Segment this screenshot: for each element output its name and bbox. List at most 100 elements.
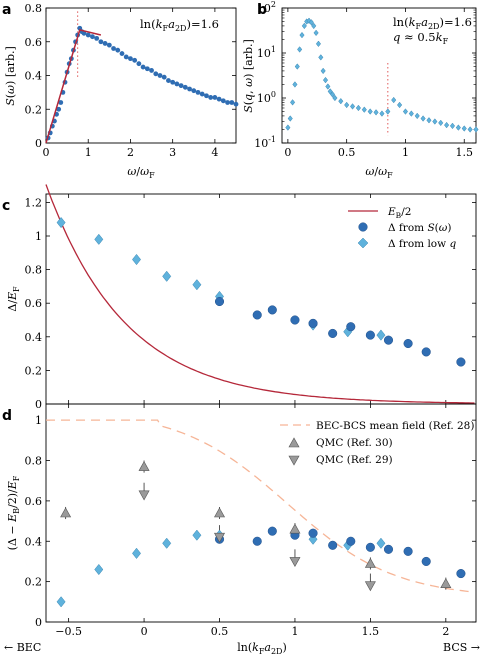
d-light-point xyxy=(162,537,172,549)
b-data-point xyxy=(467,126,473,133)
a-data-point xyxy=(225,100,230,105)
d-qmc30-point xyxy=(213,507,226,518)
a-data-point xyxy=(115,47,121,53)
c-dark-point xyxy=(214,296,225,307)
b-ytick-label: 10-1 xyxy=(254,135,276,150)
c-ytick-label: 1.2 xyxy=(25,196,43,209)
a-data-point xyxy=(174,81,180,87)
c-dark-point xyxy=(421,347,431,357)
a-xtick-label: 0 xyxy=(43,146,50,159)
d-dark-point xyxy=(403,546,413,556)
b-data-point xyxy=(473,126,479,133)
a-xtick-label: 3 xyxy=(169,146,176,159)
d-ytick-label: 0.2 xyxy=(25,576,43,589)
a-data-point xyxy=(204,93,209,99)
c-dark-point xyxy=(365,330,375,340)
panel-d: d −0.5 0 0.5 1 1.5 2 0 0.2 0.4 0.6 0.8 1 (Δ − EB/2)… xyxy=(2,403,480,656)
b-ytick-label: 102 xyxy=(257,0,276,15)
c-dark-point xyxy=(308,318,318,328)
legend-qmc29-marker xyxy=(288,455,300,466)
b-data-point xyxy=(449,122,456,130)
b-data-point xyxy=(338,97,344,105)
d-dark-point xyxy=(346,536,356,546)
a-data-point xyxy=(98,39,104,45)
d-dark-point xyxy=(365,542,375,552)
d-qmc30-point xyxy=(364,557,376,568)
b-xtick-label: 0 xyxy=(284,146,291,159)
panel-d-legend: BEC-BCS mean field (Ref. 28) QMC (Ref. 3… xyxy=(280,420,474,466)
d-dark-point xyxy=(421,556,431,566)
panel-a-xlabel: ω/ωF xyxy=(127,165,155,180)
legend-mf-label: BEC-BCS mean field (Ref. 28) xyxy=(316,420,474,432)
c-ytick-label: 0 xyxy=(35,398,42,411)
d-qmc29-point xyxy=(213,532,226,543)
panel-b-xlabel: ω/ωF xyxy=(365,165,393,180)
b-data-point xyxy=(426,117,432,124)
panel-c-legend: EB/2 Δ from S(ω) Δ from low q xyxy=(348,206,456,250)
b-data-point xyxy=(455,124,461,131)
b-data-point xyxy=(320,67,326,75)
b-data-point xyxy=(397,101,403,109)
d-xtick-label: 1 xyxy=(291,625,298,638)
c-dark-point xyxy=(328,328,338,338)
bec-arrow-label: ← BEC xyxy=(4,641,41,654)
a-data-point xyxy=(102,41,108,46)
c-light-point xyxy=(94,233,104,245)
a-data-point xyxy=(136,61,142,67)
panel-b: b 0 0.5 1 1.5 10-1 100 101 102 ln(kFa2D)=1.6 q … xyxy=(242,0,479,180)
b-data-point xyxy=(311,22,317,30)
a-ytick-label: 0 xyxy=(35,137,42,150)
c-ytick-label: 0.4 xyxy=(25,331,43,344)
b-data-point xyxy=(287,115,293,122)
b-data-point xyxy=(285,124,291,131)
d-xtick-label: 0.5 xyxy=(211,625,229,638)
d-dark-point xyxy=(252,536,262,546)
b-data-point xyxy=(432,118,438,125)
d-dark-point xyxy=(267,526,277,536)
b-data-point xyxy=(297,46,303,53)
c-ytick-label: 0.8 xyxy=(25,264,43,277)
panel-d-ylabel: (Δ − EB/2)/EF xyxy=(6,475,21,550)
b-ytick-label: 100 xyxy=(257,90,276,105)
a-data-point xyxy=(90,34,95,40)
d-light-point xyxy=(94,563,104,576)
c-dark-point xyxy=(403,338,413,349)
b-data-point xyxy=(301,22,307,30)
a-data-point xyxy=(119,51,125,56)
a-xtick-label: 2 xyxy=(127,146,134,159)
d-dark-point xyxy=(456,569,466,579)
c-light-point xyxy=(376,329,386,341)
c-dark-point xyxy=(456,357,466,367)
b-data-point xyxy=(294,63,300,70)
a-data-point xyxy=(161,74,167,80)
b-data-point xyxy=(367,108,373,115)
d-light-point xyxy=(56,596,66,608)
panel-b-annotation-1: ln(kFa2D)=1.6 xyxy=(393,15,472,31)
panel-c-ylabel: Δ/EF xyxy=(6,286,21,312)
a-data-point xyxy=(153,71,159,77)
d-xtick-label: 2 xyxy=(442,625,449,638)
a-data-point xyxy=(106,42,112,48)
c-dark-point xyxy=(290,315,300,325)
b-data-point xyxy=(299,31,305,39)
b-xtick-label: 1.5 xyxy=(455,146,473,159)
c-dark-point xyxy=(383,335,394,345)
panel-c-letter: c xyxy=(2,198,10,214)
d-qmc29-point xyxy=(138,490,150,501)
d-qmc29-point xyxy=(289,557,301,568)
c-eb-curve xyxy=(45,184,475,404)
a-data-point xyxy=(199,91,205,97)
a-data-point xyxy=(85,32,91,38)
panel-c: c 0 0.2 0.4 0.6 0.8 1 1.2 Δ/EF EB/2 Δ from S(ω… xyxy=(2,184,477,411)
b-ytick-label: 101 xyxy=(257,45,276,60)
b-data-point xyxy=(420,115,426,122)
d-light-point xyxy=(376,537,386,549)
panel-d-letter: d xyxy=(2,408,12,424)
a-data-point xyxy=(144,66,150,72)
d-xtick-label: 0 xyxy=(141,625,148,638)
legend-dark-marker xyxy=(358,222,368,232)
a-xtick-label: 1 xyxy=(85,146,92,159)
d-qmc30-point xyxy=(440,578,452,588)
d-light-point xyxy=(132,547,142,559)
a-ytick-label: 0.2 xyxy=(25,103,43,116)
